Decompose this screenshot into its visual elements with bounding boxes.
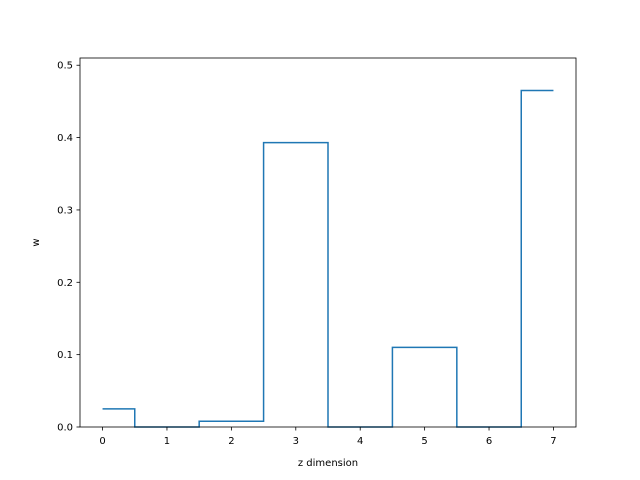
x-tick-label: 0 <box>99 436 105 447</box>
y-tick-label: 0.0 <box>57 423 73 434</box>
y-tick-label: 0.2 <box>57 278 73 289</box>
x-tick-label: 6 <box>486 436 492 447</box>
x-tick-label: 4 <box>357 436 363 447</box>
x-axis-label: z dimension <box>298 458 358 469</box>
y-tick-label: 0.5 <box>57 61 73 72</box>
y-ticks: 0.0 0.1 0.2 0.3 0.4 0.5 <box>57 61 80 434</box>
x-tick-label: 1 <box>164 436 170 447</box>
y-tick-label: 0.4 <box>57 133 73 144</box>
x-ticks: 0 1 2 3 4 5 6 7 <box>99 427 557 447</box>
y-tick-label: 0.3 <box>57 205 73 216</box>
y-tick-label: 0.1 <box>57 350 73 361</box>
x-tick-label: 5 <box>421 436 427 447</box>
x-tick-label: 3 <box>293 436 299 447</box>
y-axis-label: w <box>31 238 42 246</box>
x-tick-label: 7 <box>550 436 556 447</box>
axes-frame <box>79 57 577 428</box>
x-tick-label: 2 <box>228 436 234 447</box>
